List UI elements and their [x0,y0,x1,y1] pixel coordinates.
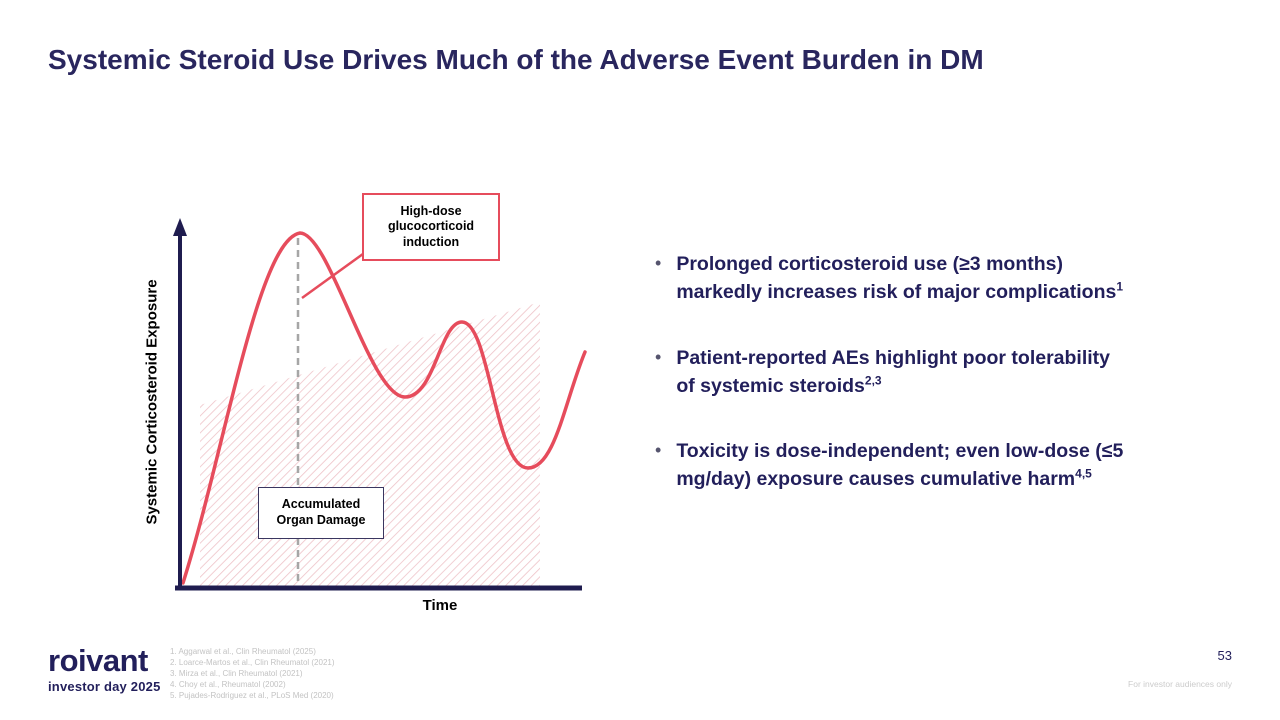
induction-callout-box: High-dose glucocorticoid induction [362,193,500,261]
logo-tagline: investor day 2025 [48,679,161,694]
bullet-citation: 1 [1116,279,1124,294]
accumulated-damage-area [200,302,540,586]
roivant-logo: roivant investor day 2025 [48,645,161,694]
y-axis-arrow [173,218,187,236]
bullet-item-3: • Toxicity is dose-independent; even low… [655,437,1125,494]
bullet-item-2: • Patient-reported AEs highlight poor to… [655,344,1125,401]
footnotes: 1. Aggarwal et al., Clin Rheumatol (2025… [170,646,335,701]
bullet-item-1: • Prolonged corticosteroid use (≥3 month… [655,250,1125,307]
bullet-marker: • [655,346,662,367]
audience-note: For investor audiences only [1128,679,1232,689]
footnote-2: 2. Loarce-Martos et al., Clin Rheumatol … [170,658,335,667]
bullet-text-body: Patient-reported AEs highlight poor tole… [676,346,1111,397]
footnote-3: 3. Mirza et al., Clin Rheumatol (2021) [170,669,303,678]
bullet-marker: • [655,440,662,461]
bullet-text: Toxicity is dose-independent; even low-d… [676,437,1125,494]
induction-callout-text: High-dose glucocorticoid induction [387,203,475,249]
bullet-citation: 4,5 [1075,466,1092,481]
footnote-4: 4. Choy et al., Rheumatol (2002) [170,680,286,689]
y-axis-label: Systemic Corticosteroid Exposure [143,279,161,525]
bullet-text-body: Prolonged corticosteroid use (≥3 months)… [676,253,1117,304]
bullet-list: • Prolonged corticosteroid use (≥3 month… [655,250,1125,531]
x-axis-label: Time [422,597,458,614]
bullet-text-body: Toxicity is dose-independent; even low-d… [676,440,1124,491]
page-number: 53 [1217,648,1232,663]
bullet-marker: • [655,253,662,273]
slide-title: Systemic Steroid Use Drives Much of the … [48,44,984,75]
logo-wordmark: roivant [48,643,148,678]
damage-label-text: Accumulated Organ Damage [276,497,366,527]
footnote-1: 1. Aggarwal et al., Clin Rheumatol (2025… [170,647,316,656]
footnote-5: 5. Pujades-Rodriguez et al., PLoS Med (2… [170,691,334,700]
bullet-text: Patient-reported AEs highlight poor tole… [676,344,1125,401]
bullet-text: Prolonged corticosteroid use (≥3 months)… [676,250,1125,307]
chart-region: Systemic Corticosteroid Exposure Time Hi… [130,180,600,630]
damage-label-box: Accumulated Organ Damage [258,487,384,539]
bullet-citation: 2,3 [864,373,882,388]
exposure-curve [181,231,587,585]
